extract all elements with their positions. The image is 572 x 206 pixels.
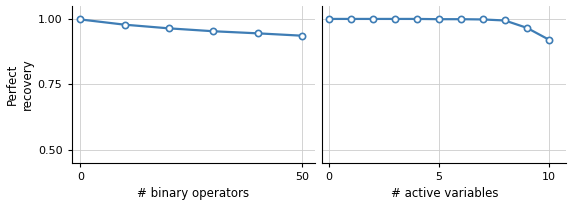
Y-axis label: Perfect
recovery: Perfect recovery <box>6 58 34 110</box>
X-axis label: # active variables: # active variables <box>391 187 498 200</box>
X-axis label: # binary operators: # binary operators <box>137 187 249 200</box>
